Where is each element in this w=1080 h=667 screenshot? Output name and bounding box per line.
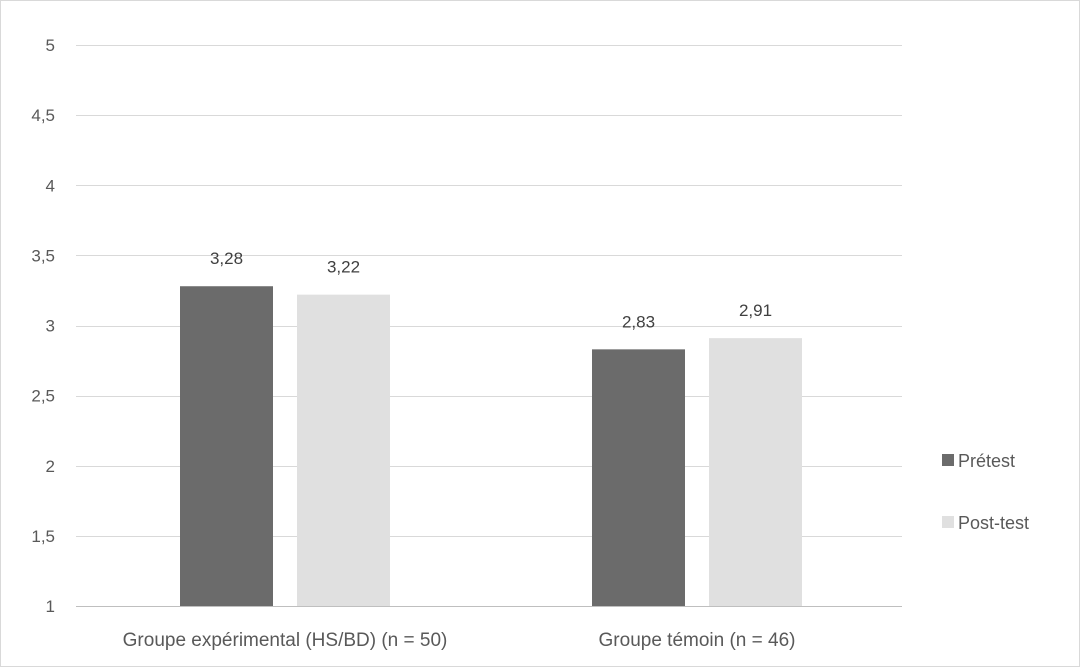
y-axis-tick-labels: 1 1,5 2 2,5 3 3,5 4 4,5 5 <box>31 36 55 616</box>
x-category-label: Groupe témoin (n = 46) <box>599 630 796 651</box>
y-tick-label: 4 <box>46 176 55 195</box>
bar-pretest-1 <box>180 286 273 606</box>
legend: Prétest Post-test <box>942 451 1029 533</box>
data-label: 3,28 <box>210 249 243 268</box>
data-labels: 3,28 3,22 2,83 2,91 <box>210 249 772 331</box>
legend-swatch <box>942 454 954 466</box>
y-tick-label: 2,5 <box>31 387 55 406</box>
legend-label: Post-test <box>958 513 1029 533</box>
legend-swatch <box>942 516 954 528</box>
data-label: 2,91 <box>739 301 772 320</box>
legend-label: Prétest <box>958 451 1015 471</box>
y-tick-label: 1,5 <box>31 527 55 546</box>
y-tick-label: 3 <box>46 317 55 336</box>
data-label: 3,22 <box>327 258 360 277</box>
x-axis-category-labels: Groupe expérimental (HS/BD) (n = 50) Grou… <box>123 630 796 651</box>
data-label: 2,83 <box>622 312 655 331</box>
bar-posttest-1 <box>297 294 390 606</box>
y-tick-label: 1 <box>46 597 55 616</box>
y-tick-label: 4,5 <box>31 106 55 125</box>
x-category-label: Groupe expérimental (HS/BD) (n = 50) <box>123 630 448 651</box>
y-tick-label: 3,5 <box>31 246 55 265</box>
bar-pretest-2 <box>592 349 685 606</box>
bars <box>180 286 802 606</box>
y-tick-label: 2 <box>46 457 55 476</box>
y-tick-label: 5 <box>46 36 55 55</box>
bar-posttest-2 <box>709 338 802 606</box>
